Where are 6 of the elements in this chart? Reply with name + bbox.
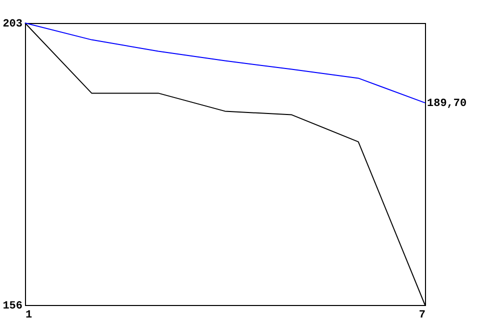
y-tick-label: 156 [2,300,22,312]
line-series [24,22,426,104]
y-tick-label: 203 [2,18,23,30]
x-tick-label: 7 [418,310,426,320]
x-tick-label: 1 [26,310,32,320]
annotation: 189,70 [427,98,467,110]
